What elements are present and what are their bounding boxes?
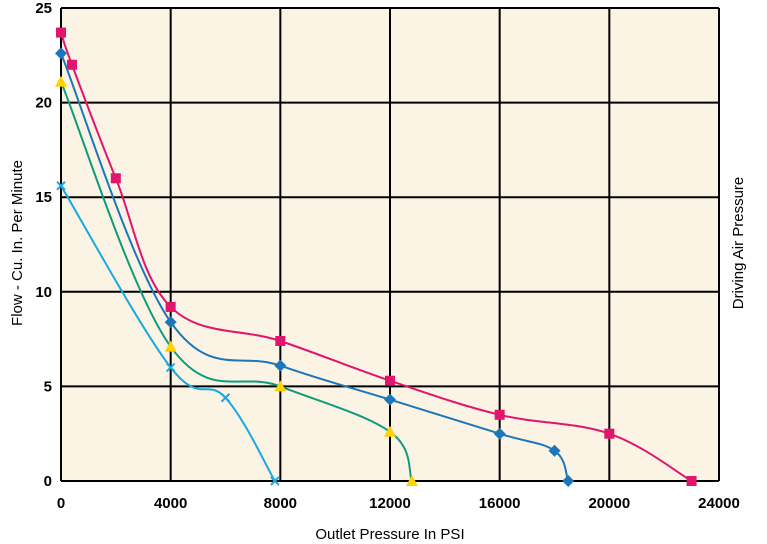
data-point-diamond <box>562 475 575 487</box>
series-4 <box>56 181 280 486</box>
data-point-diamond <box>274 359 287 372</box>
data-point-square <box>110 173 121 184</box>
data-point-square <box>56 27 66 38</box>
x-tick-label: 12000 <box>369 495 411 512</box>
y-axis-title: Flow - Cu. In. Per Minute <box>9 160 26 326</box>
right-axis-title: Driving Air Pressure <box>730 177 747 310</box>
x-axis-title: Outlet Pressure In PSI <box>315 526 464 543</box>
tick-labels: 0 4000 8000 12000 16000 20000 24000 0 5 10 15 20 25 <box>35 0 740 512</box>
data-point-square <box>494 409 505 420</box>
x-tick-label: 20000 <box>588 495 630 512</box>
data-point-diamond <box>164 316 177 329</box>
x-tick-label: 16000 <box>479 495 521 512</box>
data-point-square <box>165 301 176 312</box>
series-layer <box>55 27 697 487</box>
data-point-diamond <box>55 47 67 60</box>
x-stroke <box>56 181 66 191</box>
grid-lines <box>60 7 720 482</box>
data-point-x <box>220 393 231 403</box>
data-point-square <box>385 375 395 386</box>
data-point-square <box>604 428 615 439</box>
data-point-square <box>275 335 286 346</box>
data-point-square <box>686 476 697 486</box>
data-point-x <box>270 476 280 486</box>
series-1 <box>56 27 697 486</box>
series-2 <box>55 47 575 487</box>
data-point-triangle <box>164 340 177 352</box>
x-tick-label: 4000 <box>154 495 187 512</box>
y-tick-label: 0 <box>44 473 52 490</box>
data-point-diamond <box>548 444 561 457</box>
y-tick-label: 5 <box>44 378 52 395</box>
x-stroke <box>270 476 280 486</box>
series-line <box>60 53 570 482</box>
data-point-x <box>165 362 176 373</box>
data-point-triangle <box>274 380 287 392</box>
x-stroke <box>165 362 176 373</box>
x-tick-label: 8000 <box>264 495 297 512</box>
data-point-diamond <box>493 427 506 440</box>
y-tick-label: 15 <box>35 189 52 206</box>
data-point-diamond <box>384 393 396 406</box>
y-tick-label: 25 <box>35 0 52 17</box>
y-tick-label: 10 <box>35 284 52 301</box>
data-point-triangle <box>384 425 396 437</box>
data-point-x <box>56 181 66 191</box>
y-tick-label: 20 <box>35 95 52 112</box>
x-tick-label: 24000 <box>698 495 740 512</box>
series-line <box>60 185 276 482</box>
x-tick-label: 0 <box>57 495 65 512</box>
x-stroke <box>220 393 231 403</box>
series-3 <box>55 75 418 486</box>
data-point-square <box>66 59 77 70</box>
data-point-triangle <box>55 75 67 87</box>
data-point-triangle <box>405 475 418 486</box>
